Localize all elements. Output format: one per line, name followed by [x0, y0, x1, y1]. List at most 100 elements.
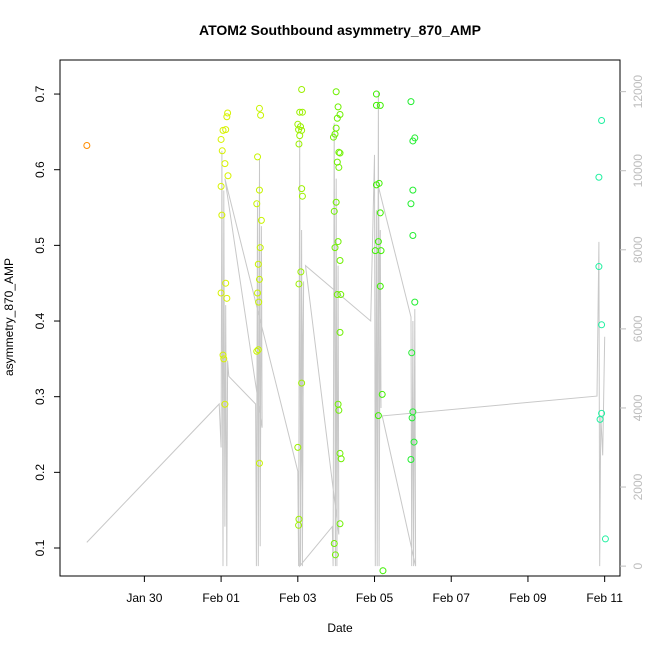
data-point — [298, 192, 306, 200]
data-point — [333, 291, 341, 299]
y2-tick-label: 4000 — [631, 394, 645, 421]
data-point — [371, 247, 379, 255]
data-point — [257, 111, 265, 119]
data-point — [410, 438, 418, 446]
data-point — [595, 263, 603, 271]
data-point — [330, 207, 338, 215]
data-point — [337, 455, 345, 463]
data-point — [255, 186, 263, 194]
data-point — [408, 414, 416, 422]
data-point — [408, 349, 416, 357]
data-point — [376, 101, 384, 109]
data-point — [295, 521, 303, 529]
data-point — [256, 244, 264, 252]
data-point — [221, 160, 229, 168]
y-tick-label: 0.1 — [33, 539, 47, 556]
data-point — [254, 260, 262, 268]
plot-frame — [59, 59, 621, 577]
data-point — [376, 282, 384, 290]
x-tick-label: Feb 05 — [356, 591, 394, 605]
data-point — [601, 535, 609, 543]
data-point — [409, 137, 417, 145]
data-point — [598, 321, 606, 329]
x-tick-label: Feb 07 — [433, 591, 471, 605]
data-point — [217, 182, 225, 190]
x-axis: Jan 30 Feb 01 Feb 03 Feb 05 Feb 07 Feb 09 Feb … — [126, 576, 623, 605]
data-point — [407, 455, 415, 463]
data-point — [217, 289, 225, 297]
data-point — [596, 415, 604, 423]
data-point — [220, 355, 228, 363]
data-point — [336, 520, 344, 528]
data-point — [335, 148, 343, 156]
data-point — [218, 147, 226, 155]
data-point — [411, 298, 419, 306]
data-point — [334, 103, 342, 111]
data-point — [595, 173, 603, 181]
data-point — [379, 567, 387, 575]
data-point — [298, 379, 306, 387]
data-point — [335, 406, 343, 414]
data-point — [253, 200, 261, 208]
data-point — [374, 412, 382, 420]
data-point — [336, 449, 344, 457]
data-point — [222, 279, 230, 287]
data-point — [332, 198, 340, 206]
y2-tick-label: 8000 — [631, 236, 645, 263]
y-axis-right: 0 2000 4000 6000 8000 10000 12000 — [620, 75, 645, 569]
data-point — [331, 244, 339, 252]
y2-tick-label: 0 — [631, 562, 645, 569]
data-point — [295, 140, 303, 148]
data-point — [217, 135, 225, 143]
data-point — [294, 443, 302, 451]
y-tick-label: 0.5 — [33, 237, 47, 254]
y2-tick-label: 10000 — [631, 154, 645, 188]
data-point — [224, 109, 232, 117]
data-point — [407, 98, 415, 106]
x-tick-label: Feb 09 — [509, 591, 547, 605]
y-axis-label: asymmetry_870_AMP — [2, 258, 16, 376]
data-point — [255, 459, 263, 467]
data-point — [409, 232, 417, 240]
y-tick-label: 0.4 — [33, 312, 47, 329]
data-point — [407, 200, 415, 208]
data-point — [333, 114, 341, 122]
data-point — [377, 247, 385, 255]
data-point — [295, 280, 303, 288]
data-point — [221, 400, 229, 408]
count-line — [86, 91, 606, 568]
data-point — [336, 328, 344, 336]
data-point — [330, 539, 338, 547]
x-tick-label: Jan 30 — [126, 591, 162, 605]
data-point — [254, 289, 262, 297]
y2-tick-label: 12000 — [631, 75, 645, 109]
data-point — [223, 113, 231, 121]
x-tick-label: Feb 01 — [202, 591, 240, 605]
data-point — [254, 346, 262, 354]
data-point — [255, 298, 263, 306]
data-point — [372, 101, 380, 109]
data-point — [332, 88, 340, 96]
data-point — [83, 141, 91, 149]
x-axis-label: Date — [327, 621, 353, 635]
data-point — [374, 238, 382, 246]
y-tick-label: 0.2 — [33, 464, 47, 481]
data-point — [376, 209, 384, 217]
data-point — [298, 185, 306, 193]
data-point — [254, 153, 262, 161]
y-tick-label: 0.7 — [33, 85, 47, 102]
data-point — [257, 216, 265, 224]
data-point — [255, 104, 263, 112]
y-tick-label: 0.6 — [33, 161, 47, 178]
data-point — [224, 172, 232, 180]
chart-title: ATOM2 Southbound asymmetry_870_AMP — [199, 22, 481, 38]
data-point — [223, 294, 231, 302]
scatter-points — [83, 86, 609, 575]
data-point — [253, 347, 261, 355]
data-point — [331, 551, 339, 559]
x-tick-label: Feb 11 — [586, 591, 623, 605]
data-point — [255, 275, 263, 283]
data-point — [222, 126, 230, 134]
data-point — [375, 179, 383, 187]
